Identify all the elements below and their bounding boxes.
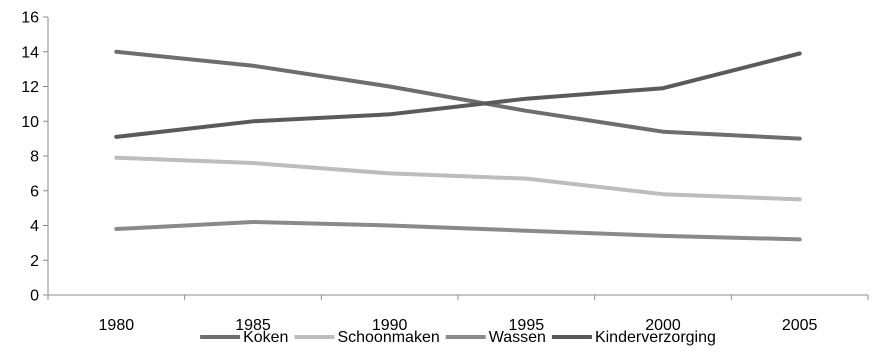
series-line-koken [114,49,802,141]
legend-label: Kinderverzorging [595,329,716,346]
legend-label: Wassen [489,329,546,346]
legend-label: Schoonmaken [337,329,439,346]
legend-item: Koken [200,329,288,346]
series-line-kinderverzorging [114,51,802,139]
y-tick-label: 2 [30,253,39,270]
legend-item: Kinderverzorging [551,329,716,346]
legend-item: Schoonmaken [294,329,440,346]
y-tick-label: 16 [21,10,39,27]
x-axis-ticks: 1980 1985 1990 1995 2000 2005 [47,295,869,334]
series-line-wassen [114,220,802,242]
x-tick-label: 2000 [645,317,681,334]
y-tick-label: 10 [21,114,39,131]
x-tick-label: 1980 [99,317,135,334]
y-tick-label: 12 [21,79,39,96]
series-line-schoonmaken [114,155,802,202]
chart-legend: Koken Schoonmaken Wassen Kinderverzorging [200,329,716,346]
y-tick-label: 0 [30,288,39,305]
y-tick-label: 6 [30,183,39,200]
legend-item: Wassen [445,329,546,346]
x-tick-label: 1990 [372,317,408,334]
x-tick-label: 2005 [782,317,818,334]
chart-series-lines [114,49,802,242]
y-tick-label: 4 [30,218,39,235]
x-tick-label: 1995 [509,317,545,334]
legend-label: Koken [243,329,288,346]
x-tick-label: 1985 [235,317,271,334]
y-axis-ticks: 0 2 4 6 8 10 12 14 16 [21,10,48,305]
y-tick-label: 8 [30,149,39,166]
y-tick-label: 14 [21,44,39,61]
